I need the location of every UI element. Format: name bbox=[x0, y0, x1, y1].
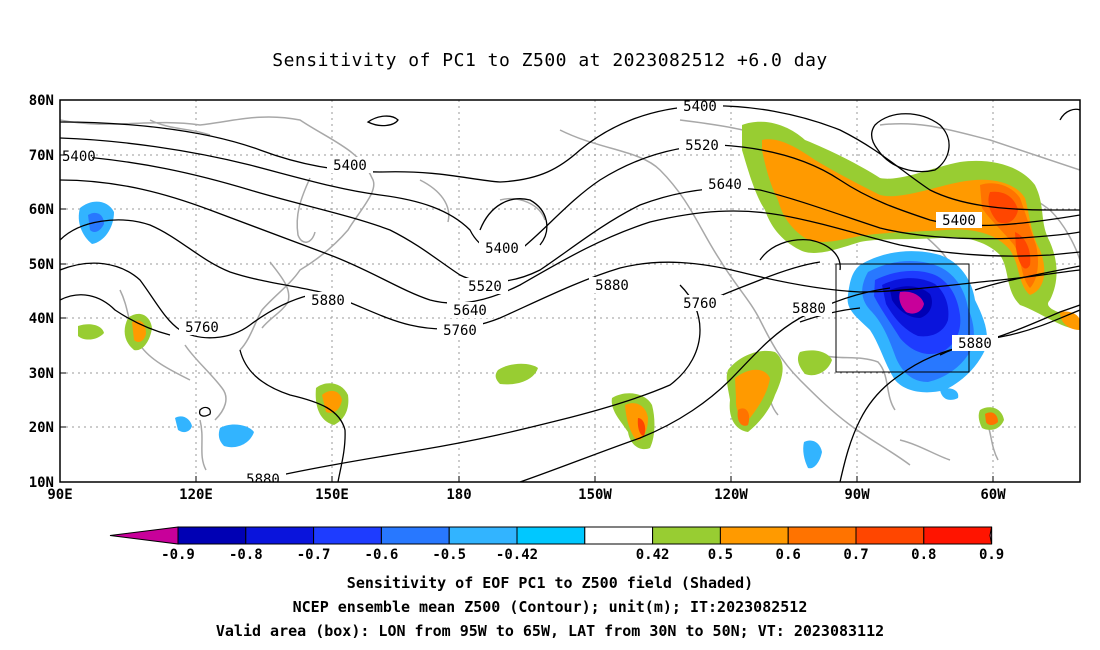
contour-label-text: 5400 bbox=[942, 213, 976, 229]
colorbar-segment bbox=[516, 526, 586, 545]
contour-label-text: 5400 bbox=[333, 158, 367, 174]
colorbar-segment bbox=[177, 526, 247, 545]
colorbar-segment bbox=[245, 526, 315, 545]
lon-label: 90W bbox=[844, 487, 870, 503]
map-frame bbox=[59, 99, 1081, 483]
gridlines bbox=[60, 100, 1080, 482]
contour-label-text: 5760 bbox=[683, 296, 717, 312]
caption-line-1: Sensitivity of EOF PC1 to Z500 field (Sh… bbox=[346, 574, 754, 592]
contour-label: 5640 bbox=[447, 302, 493, 319]
lon-label: 180 bbox=[446, 487, 471, 503]
axis-ticks bbox=[60, 99, 994, 483]
caption-line-2: NCEP ensemble mean Z500 (Contour); unit(… bbox=[292, 598, 808, 616]
colorbar-end-min bbox=[109, 526, 179, 545]
lat-label: 10N bbox=[29, 475, 54, 491]
caption-line-3: Valid area (box): LON from 95W to 65W, L… bbox=[215, 622, 885, 640]
lon-label: 60W bbox=[980, 487, 1006, 503]
colorbar-tick-label: -0.6 bbox=[365, 547, 399, 563]
contour-label-text: 5880 bbox=[792, 301, 826, 317]
lat-label: 20N bbox=[29, 420, 54, 436]
colorbar-tick-label: 0.8 bbox=[911, 547, 936, 563]
colorbar: -0.9 -0.8 -0.7 -0.6 -0.5 -0.42 0.42 0.5 0.6 0.7 0.… bbox=[109, 526, 1004, 563]
contour-label-text: 5520 bbox=[468, 279, 502, 295]
contour-label-text: 5400 bbox=[62, 149, 96, 165]
contour-label: 5760 bbox=[677, 295, 723, 312]
contour-label-text: 5640 bbox=[453, 303, 487, 319]
lat-label: 40N bbox=[29, 311, 54, 327]
colorbar-segment bbox=[652, 526, 721, 545]
contour-label-text: 5760 bbox=[185, 320, 219, 336]
valid-area-box bbox=[835, 263, 970, 373]
contour-label-text: 5640 bbox=[708, 177, 742, 193]
colorbar-tick-label: 0.7 bbox=[843, 547, 868, 563]
colorbar-segment bbox=[787, 526, 857, 545]
contour-label: 5880 bbox=[952, 335, 998, 352]
colorbar-tick-label: 0.42 bbox=[636, 547, 670, 563]
contour-label-text: 5880 bbox=[311, 293, 345, 309]
contour-label-text: 5880 bbox=[246, 472, 280, 488]
colorbar-segment bbox=[380, 526, 450, 545]
contour-label: 5400 bbox=[936, 212, 982, 229]
lat-label: 50N bbox=[29, 257, 54, 273]
colorbar-segment bbox=[448, 526, 518, 545]
contour-label: 5400 bbox=[677, 99, 723, 115]
lat-label: 30N bbox=[29, 366, 54, 382]
lon-label: 150E bbox=[315, 487, 349, 503]
contour-label: 5760 bbox=[437, 322, 483, 339]
colorbar-tick-label: -0.5 bbox=[432, 547, 466, 563]
map-title: Sensitivity of PC1 to Z500 at 2023082512… bbox=[272, 50, 828, 71]
colorbar-tick-label: -0.42 bbox=[496, 547, 538, 563]
contour-label: 5760 bbox=[179, 319, 225, 336]
contour-label-text: 5400 bbox=[485, 241, 519, 257]
lat-label: 80N bbox=[29, 93, 54, 109]
lat-label: 70N bbox=[29, 148, 54, 164]
colorbar-tick-label: 0.6 bbox=[776, 547, 801, 563]
contour-label: 5880 bbox=[305, 292, 351, 309]
lon-label: 150W bbox=[578, 487, 612, 503]
contour-label-text: 5880 bbox=[958, 336, 992, 352]
contour-label-text: 5520 bbox=[685, 138, 719, 154]
colorbar-tick-label: 0.9 bbox=[979, 547, 1004, 563]
contour-label-text: 5760 bbox=[443, 323, 477, 339]
colorbar-tick-label: -0.8 bbox=[229, 547, 263, 563]
lon-label: 90E bbox=[47, 487, 72, 503]
contour-label: 5400 bbox=[327, 157, 373, 174]
lat-label: 60N bbox=[29, 202, 54, 218]
colorbar-segment bbox=[313, 526, 382, 545]
longitude-labels: 90E 120E 150E 180 150W 120W 90W 60W bbox=[47, 487, 1006, 503]
colorbar-segment bbox=[584, 526, 654, 545]
colorbar-tick-label: -0.7 bbox=[297, 547, 331, 563]
contour-label: 5400 bbox=[60, 148, 96, 165]
contour-label: 5880 bbox=[589, 277, 635, 294]
colorbar-segment bbox=[923, 526, 993, 545]
colorbar-tick-label: 0.5 bbox=[708, 547, 733, 563]
contour-labels: 5400 5520 5640 5400 5400 5400 5520 5640 … bbox=[60, 99, 998, 488]
contour-label: 5640 bbox=[702, 176, 748, 193]
contour-label: 5880 bbox=[786, 300, 832, 317]
colorbar-segment bbox=[855, 526, 925, 545]
contour-label: 5520 bbox=[679, 137, 725, 154]
colorbar-end-max bbox=[989, 526, 993, 545]
colorbar-segment bbox=[719, 526, 789, 545]
contour-label: 5520 bbox=[462, 278, 508, 295]
colorbar-tick-label: -0.9 bbox=[161, 547, 195, 563]
contour-label-text: 5880 bbox=[595, 278, 629, 294]
lon-label: 120E bbox=[179, 487, 213, 503]
contour-label: 5880 bbox=[240, 472, 286, 488]
contour-label-text: 5400 bbox=[683, 99, 717, 115]
latitude-labels: 80N 70N 60N 50N 40N 30N 20N 10N bbox=[29, 93, 54, 491]
contour-label: 5400 bbox=[479, 240, 525, 257]
lon-label: 120W bbox=[714, 487, 748, 503]
